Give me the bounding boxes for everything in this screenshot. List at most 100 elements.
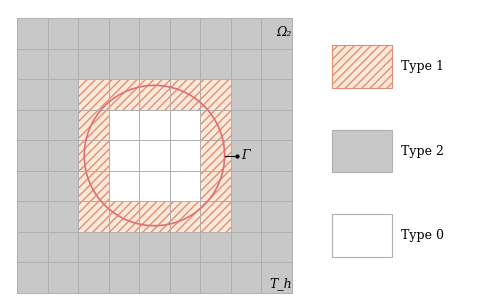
Bar xyxy=(109,140,139,171)
Bar xyxy=(17,201,47,232)
Bar xyxy=(139,262,170,293)
Bar xyxy=(17,262,47,293)
Bar xyxy=(170,79,200,110)
Bar xyxy=(139,79,170,110)
Bar xyxy=(139,79,170,110)
Bar xyxy=(78,49,109,79)
Bar xyxy=(231,140,261,171)
Bar xyxy=(17,171,47,201)
Bar xyxy=(261,79,292,110)
Bar xyxy=(200,79,231,110)
Bar xyxy=(261,201,292,232)
Bar xyxy=(231,232,261,262)
Bar xyxy=(200,201,231,232)
Bar xyxy=(261,110,292,140)
Bar xyxy=(109,140,139,171)
Bar xyxy=(200,18,231,49)
Bar xyxy=(231,262,261,293)
Bar xyxy=(200,140,231,171)
Bar xyxy=(200,232,231,262)
Bar xyxy=(200,140,231,171)
Bar xyxy=(109,49,139,79)
Bar xyxy=(109,201,139,232)
Text: Type 0: Type 0 xyxy=(401,229,445,242)
Bar xyxy=(200,79,231,110)
Bar xyxy=(139,201,170,232)
Bar xyxy=(139,140,170,171)
Bar xyxy=(200,110,231,140)
Bar xyxy=(78,232,109,262)
Text: T_h: T_h xyxy=(269,277,292,290)
Bar xyxy=(78,201,109,232)
Bar xyxy=(231,18,261,49)
Bar xyxy=(139,171,170,201)
Bar xyxy=(109,262,139,293)
Bar xyxy=(261,140,292,171)
Bar xyxy=(170,171,200,201)
Text: Γ: Γ xyxy=(241,149,250,162)
Bar xyxy=(200,110,231,140)
Bar xyxy=(231,110,261,140)
Bar xyxy=(200,201,231,232)
Text: Type 1: Type 1 xyxy=(401,60,445,73)
Bar xyxy=(17,140,47,171)
Bar xyxy=(78,140,109,171)
Bar xyxy=(139,49,170,79)
Bar xyxy=(78,262,109,293)
Bar xyxy=(78,171,109,201)
Bar xyxy=(47,201,78,232)
Bar xyxy=(170,201,200,232)
Bar xyxy=(261,18,292,49)
Bar xyxy=(200,201,231,232)
Bar xyxy=(109,79,139,110)
Bar xyxy=(78,110,109,140)
Bar xyxy=(109,171,139,201)
Bar xyxy=(170,140,200,171)
Bar xyxy=(261,49,292,79)
Bar xyxy=(170,49,200,79)
Bar xyxy=(109,79,139,110)
Bar xyxy=(47,79,78,110)
Bar xyxy=(78,110,109,140)
Bar xyxy=(170,140,200,171)
Bar xyxy=(231,171,261,201)
Bar xyxy=(200,171,231,201)
Bar xyxy=(109,232,139,262)
Bar xyxy=(170,201,200,232)
Bar xyxy=(170,171,200,201)
Bar xyxy=(200,140,231,171)
Bar xyxy=(78,171,109,201)
Bar xyxy=(109,110,139,140)
Bar xyxy=(47,49,78,79)
Bar xyxy=(78,18,109,49)
Bar xyxy=(333,214,392,257)
Bar xyxy=(231,201,261,232)
Bar xyxy=(200,79,231,110)
Bar xyxy=(78,79,109,110)
Bar xyxy=(47,110,78,140)
Bar xyxy=(170,232,200,262)
Text: Type 2: Type 2 xyxy=(401,144,445,158)
Bar xyxy=(47,232,78,262)
Bar xyxy=(139,110,170,140)
Bar xyxy=(109,171,139,201)
Bar xyxy=(139,171,170,201)
Bar xyxy=(17,232,47,262)
Bar xyxy=(17,79,47,110)
Bar xyxy=(200,171,231,201)
Bar xyxy=(47,140,78,171)
Bar xyxy=(17,110,47,140)
Bar xyxy=(170,201,200,232)
Bar xyxy=(47,171,78,201)
Bar xyxy=(139,18,170,49)
Bar xyxy=(170,262,200,293)
Bar xyxy=(170,79,200,110)
Bar xyxy=(170,110,200,140)
Bar xyxy=(170,18,200,49)
Bar xyxy=(109,110,139,140)
Bar xyxy=(139,140,170,171)
Bar xyxy=(109,79,139,110)
Bar xyxy=(200,49,231,79)
Text: $G_h$: $G_h$ xyxy=(176,188,193,203)
Bar xyxy=(78,79,109,110)
